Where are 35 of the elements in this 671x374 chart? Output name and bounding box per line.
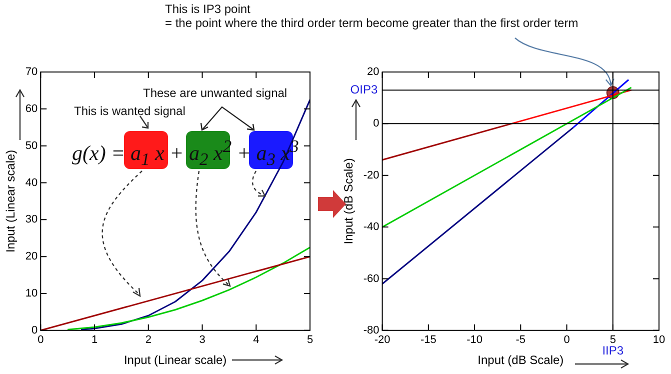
y-tick-label: 60 xyxy=(25,102,38,115)
y-tick-label: 10 xyxy=(25,288,38,300)
x-axis-title: Input (dB Scale) xyxy=(478,353,564,368)
annotation: These are unwanted signal xyxy=(143,86,288,100)
x-tick-label: 5 xyxy=(610,334,616,346)
y-axis-title: Input (Linear scale) xyxy=(4,150,18,253)
x-tick-label: 3 xyxy=(199,334,206,346)
y-tick-label: 0 xyxy=(32,324,38,336)
x-tick-label: 1 xyxy=(91,334,98,346)
y-tick-label: 50 xyxy=(25,140,38,152)
x-tick-label: 4 xyxy=(253,334,260,346)
ref-line-label: IIP3 xyxy=(602,344,624,358)
x-tick-label: 5 xyxy=(306,334,314,346)
text: This is IP3 point xyxy=(165,2,252,16)
y-tick-label: -60 xyxy=(363,272,380,285)
x-tick-label: 0 xyxy=(564,334,570,346)
x-tick-label: 10 xyxy=(652,334,666,346)
y-tick-label: 40 xyxy=(25,176,38,189)
y-tick-label: 20 xyxy=(367,66,380,78)
x-tick-label: -5 xyxy=(516,334,526,346)
x-tick-label: -10 xyxy=(466,334,482,346)
y-tick-label: -80 xyxy=(363,324,380,336)
ref-line-label: OIP3 xyxy=(350,82,378,96)
annotation: This is wanted signal xyxy=(74,104,186,118)
y-axis-title: Input (dB Scale) xyxy=(342,158,356,244)
y-tick-label: 0 xyxy=(373,118,380,130)
annotation: = the point where the third order term become greater than the first order term xyxy=(165,16,578,30)
x-tick-label: 2 xyxy=(145,334,152,346)
y-tick-label: -40 xyxy=(363,221,380,234)
y-tick-label: 70 xyxy=(25,66,38,78)
y-tick-label: 20 xyxy=(25,250,38,263)
y-tick-label: 30 xyxy=(25,214,38,226)
y-tick-label: -20 xyxy=(363,169,380,182)
x-tick-label: -15 xyxy=(420,334,436,346)
x-axis-title: Input (Linear scale) xyxy=(124,353,227,368)
